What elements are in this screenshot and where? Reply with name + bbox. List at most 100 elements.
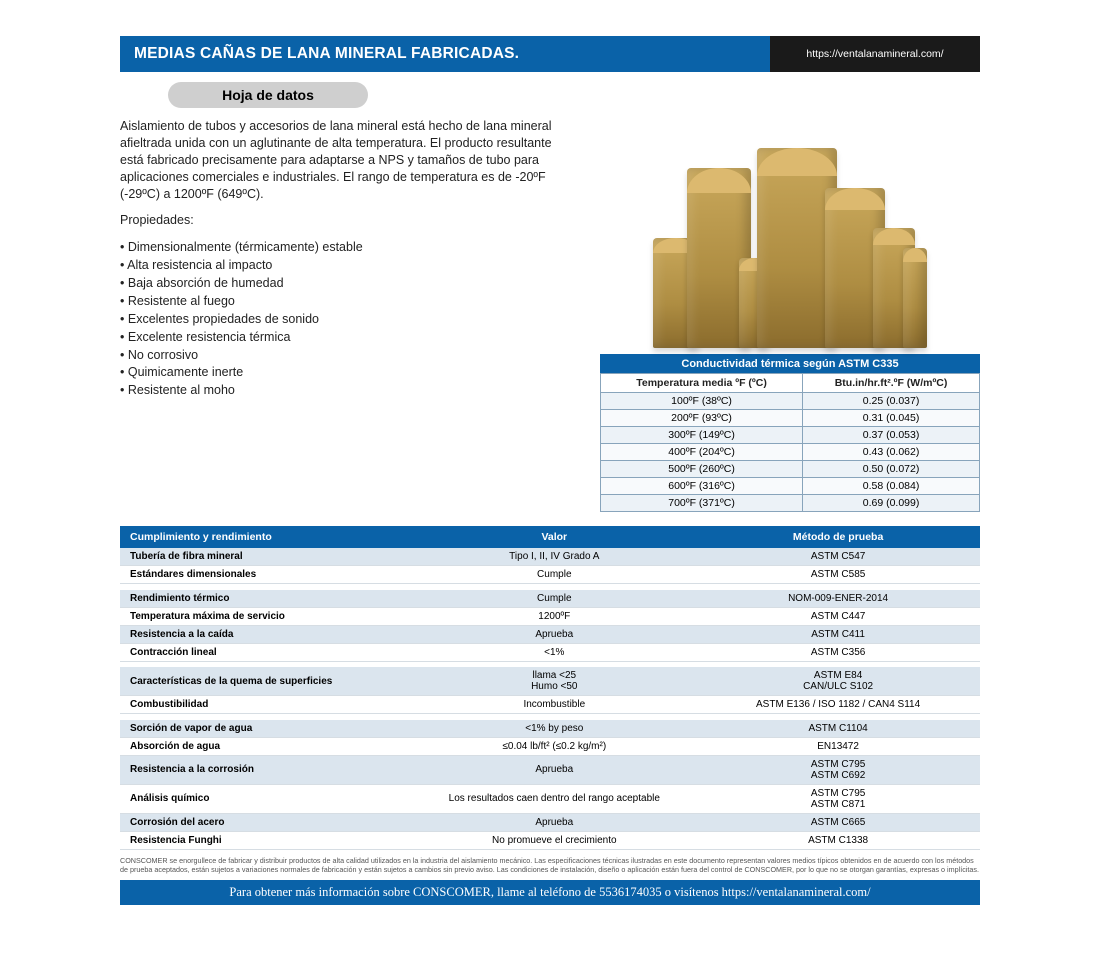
perf-label: Resistencia a la corrosión — [120, 755, 412, 784]
perf-method: ASTM C585 — [696, 566, 980, 584]
perf-value: Cumple — [412, 566, 696, 584]
cond-temp: 600ºF (316ºC) — [601, 478, 803, 495]
perf-label: Rendimiento térmico — [120, 590, 412, 608]
perf-method: ASTM E136 / ISO 1182 / CAN4 S114 — [696, 696, 980, 714]
property-item: Baja absorción de humedad — [120, 275, 578, 292]
perf-method: ASTM C411 — [696, 625, 980, 643]
conductivity-title: Conductividad térmica según ASTM C335 — [601, 355, 980, 374]
perf-label: Análisis químico — [120, 784, 412, 813]
property-item: Resistente al fuego — [120, 293, 578, 310]
perf-method: ASTM C356 — [696, 643, 980, 661]
perf-label: Corrosión del acero — [120, 813, 412, 831]
perf-method: EN13472 — [696, 737, 980, 755]
perf-label: Sorción de vapor de agua — [120, 720, 412, 738]
cond-temp: 300ºF (149ºC) — [601, 427, 803, 444]
perf-value: Cumple — [412, 590, 696, 608]
cond-value: 0.37 (0.053) — [803, 427, 980, 444]
perf-value: <1% — [412, 643, 696, 661]
perf-label: Resistencia Funghi — [120, 831, 412, 849]
perf-label: Estándares dimensionales — [120, 566, 412, 584]
wool-cylinder — [903, 248, 927, 348]
property-item: No corrosivo — [120, 347, 578, 364]
perf-value: Tipo I, II, IV Grado A — [412, 548, 696, 566]
left-column: Aislamiento de tubos y accesorios de lan… — [120, 118, 578, 512]
conductivity-col-value: Btu.in/hr.ft².ºF (W/mºC) — [803, 374, 980, 393]
perf-method: ASTM E84CAN/ULC S102 — [696, 667, 980, 696]
conductivity-row: 100ºF (38ºC)0.25 (0.037) — [601, 393, 980, 410]
perf-row: Rendimiento térmicoCumpleNOM-009-ENER-20… — [120, 590, 980, 608]
property-item: Dimensionalmente (térmicamente) estable — [120, 239, 578, 256]
perf-method: ASTM C447 — [696, 607, 980, 625]
properties-list: Dimensionalmente (térmicamente) estableA… — [120, 239, 578, 399]
disclaimer-text: CONSCOMER se enorgullece de fabricar y d… — [120, 856, 980, 874]
perf-label: Temperatura máxima de servicio — [120, 607, 412, 625]
perf-row: CombustibilidadIncombustibleASTM E136 / … — [120, 696, 980, 714]
perf-label: Tubería de fibra mineral — [120, 548, 412, 566]
property-item: Resistente al moho — [120, 382, 578, 399]
cond-temp: 400ºF (204ºC) — [601, 444, 803, 461]
properties-heading: Propiedades: — [120, 212, 578, 229]
property-item: Excelente resistencia térmica — [120, 329, 578, 346]
perf-row: Temperatura máxima de servicio1200ºFASTM… — [120, 607, 980, 625]
perf-header-value: Valor — [412, 526, 696, 548]
cond-value: 0.31 (0.045) — [803, 410, 980, 427]
conductivity-row: 400ºF (204ºC)0.43 (0.062) — [601, 444, 980, 461]
perf-value: Aprueba — [412, 813, 696, 831]
perf-header-method: Método de prueba — [696, 526, 980, 548]
perf-method: NOM-009-ENER-2014 — [696, 590, 980, 608]
perf-row: Resistencia a la caídaApruebaASTM C411 — [120, 625, 980, 643]
perf-value: <1% by peso — [412, 720, 696, 738]
cond-value: 0.50 (0.072) — [803, 461, 980, 478]
perf-row: Contracción lineal<1%ASTM C356 — [120, 643, 980, 661]
product-image — [610, 118, 970, 348]
perf-value: Aprueba — [412, 755, 696, 784]
perf-method: ASTM C547 — [696, 548, 980, 566]
perf-label: Absorción de agua — [120, 737, 412, 755]
conductivity-col-temp: Temperatura media ºF (ºC) — [601, 374, 803, 393]
perf-row: Estándares dimensionalesCumpleASTM C585 — [120, 566, 980, 584]
perf-row: Sorción de vapor de agua<1% by pesoASTM … — [120, 720, 980, 738]
perf-label: Características de la quema de superfici… — [120, 667, 412, 696]
perf-value: No promueve el crecimiento — [412, 831, 696, 849]
cond-value: 0.43 (0.062) — [803, 444, 980, 461]
property-item: Alta resistencia al impacto — [120, 257, 578, 274]
cond-value: 0.25 (0.037) — [803, 393, 980, 410]
performance-table: Cumplimiento y rendimiento Valor Método … — [120, 526, 980, 850]
header-title: MEDIAS CAÑAS DE LANA MINERAL FABRICADAS. — [120, 36, 770, 72]
cond-value: 0.58 (0.084) — [803, 478, 980, 495]
conductivity-row: 500ºF (260ºC)0.50 (0.072) — [601, 461, 980, 478]
perf-row: Resistencia FunghiNo promueve el crecimi… — [120, 831, 980, 849]
cond-temp: 100ºF (38ºC) — [601, 393, 803, 410]
description-text: Aislamiento de tubos y accesorios de lan… — [120, 118, 578, 202]
footer-bar: Para obtener más información sobre CONSC… — [120, 880, 980, 905]
perf-row: Resistencia a la corrosiónApruebaASTM C7… — [120, 755, 980, 784]
subtitle-pill: Hoja de datos — [168, 82, 368, 108]
conductivity-row: 600ºF (316ºC)0.58 (0.084) — [601, 478, 980, 495]
perf-value: Los resultados caen dentro del rango ace… — [412, 784, 696, 813]
cond-temp: 700ºF (371ºC) — [601, 495, 803, 512]
conductivity-table: Conductividad térmica según ASTM C335 Te… — [600, 354, 980, 512]
perf-label: Contracción lineal — [120, 643, 412, 661]
header-url[interactable]: https://ventalanamineral.com/ — [770, 36, 980, 72]
perf-label: Combustibilidad — [120, 696, 412, 714]
perf-method: ASTM C665 — [696, 813, 980, 831]
content-row: Aislamiento de tubos y accesorios de lan… — [120, 118, 980, 512]
perf-row: Corrosión del aceroApruebaASTM C665 — [120, 813, 980, 831]
conductivity-row: 200ºF (93ºC)0.31 (0.045) — [601, 410, 980, 427]
perf-value: 1200ºF — [412, 607, 696, 625]
perf-value: Aprueba — [412, 625, 696, 643]
perf-method: ASTM C1338 — [696, 831, 980, 849]
property-item: Quimicamente inerte — [120, 364, 578, 381]
perf-row: Análisis químicoLos resultados caen dent… — [120, 784, 980, 813]
perf-row: Absorción de agua≤0.04 lb/ft² (≤0.2 kg/m… — [120, 737, 980, 755]
header-bar: MEDIAS CAÑAS DE LANA MINERAL FABRICADAS.… — [120, 36, 980, 72]
perf-header-compliance: Cumplimiento y rendimiento — [120, 526, 412, 548]
perf-method: ASTM C795ASTM C871 — [696, 784, 980, 813]
right-column: Conductividad térmica según ASTM C335 Te… — [600, 118, 980, 512]
perf-method: ASTM C1104 — [696, 720, 980, 738]
datasheet-page: MEDIAS CAÑAS DE LANA MINERAL FABRICADAS.… — [120, 0, 980, 905]
perf-row: Tubería de fibra mineralTipo I, II, IV G… — [120, 548, 980, 566]
cond-temp: 500ºF (260ºC) — [601, 461, 803, 478]
conductivity-row: 300ºF (149ºC)0.37 (0.053) — [601, 427, 980, 444]
property-item: Excelentes propiedades de sonido — [120, 311, 578, 328]
